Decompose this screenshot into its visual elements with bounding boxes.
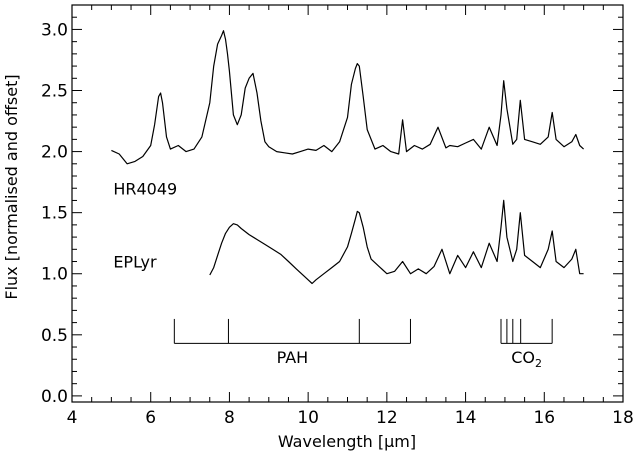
series-line-hr4049 [111, 30, 585, 165]
y-tick-label: 2.0 [41, 143, 68, 163]
series-line-eplyr [209, 199, 584, 285]
x-tick-label: 14 [455, 408, 477, 428]
axis-ticks [71, 5, 624, 402]
spectra-lines [111, 30, 585, 285]
series-labels: HR4049 EPLyr [113, 179, 177, 271]
y-tick-label: 2.5 [41, 82, 68, 102]
co2-label: CO2 [511, 348, 542, 370]
x-tick-label: 6 [145, 408, 156, 428]
series-label-hr4049: HR4049 [113, 179, 177, 198]
y-tick-label: 0.5 [41, 326, 68, 346]
y-tick-label: 0.0 [41, 387, 68, 407]
y-axis-label: Flux [normalised and offset] [2, 74, 21, 299]
x-tick-label: 10 [297, 408, 319, 428]
plot-border [71, 4, 624, 403]
plot-frame [71, 4, 624, 403]
x-tick-label: 16 [533, 408, 555, 428]
x-tick-label: 8 [224, 408, 235, 428]
x-tick-label: 4 [67, 408, 78, 428]
series-label-eplyr: EPLyr [113, 253, 157, 272]
x-axis-label: Wavelength [μm] [278, 432, 416, 451]
y-tick-label: 3.0 [41, 20, 68, 40]
x-tick-label: 12 [376, 408, 398, 428]
x-tick-label: 18 [612, 408, 634, 428]
y-tick-label: 1.5 [41, 204, 68, 224]
y-tick-label: 1.0 [41, 265, 68, 285]
tick-labels: 4 6 8 10 12 14 16 18 0.0 0.5 1.0 1.5 2.0 2.5 3.0 [41, 20, 634, 428]
pah-label: PAH [277, 348, 309, 367]
feature-markers: PAH CO2 [173, 318, 553, 370]
